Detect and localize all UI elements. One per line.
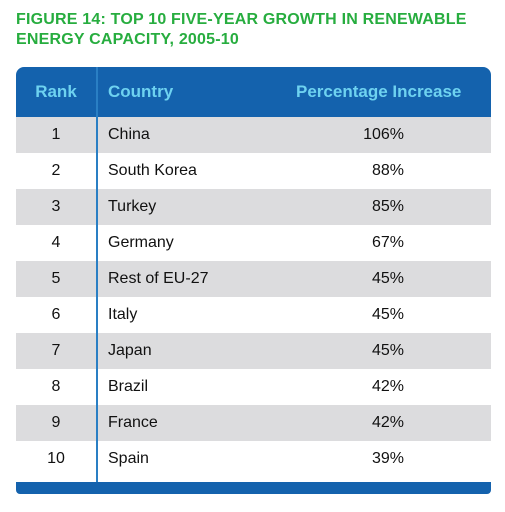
cell-percentage: 85% (371, 198, 404, 215)
cell-rank: 8 (51, 378, 61, 395)
cell-rank: 2 (51, 162, 61, 179)
cell-rank: 5 (51, 270, 61, 287)
cell-percentage: 39% (371, 450, 404, 467)
cell-country: France (108, 414, 158, 431)
table-row: 5 Rest of EU-27 45% (16, 261, 491, 297)
cell-percentage: 42% (371, 378, 404, 395)
cell-percentage: 106% (363, 126, 404, 143)
table-header: Rank Country Percentage Increase (16, 67, 491, 117)
header-rank: Rank (35, 82, 77, 101)
cell-country: Brazil (108, 378, 149, 395)
cell-country: Italy (108, 306, 138, 323)
cell-country: South Korea (108, 162, 197, 179)
cell-rank: 3 (51, 198, 61, 215)
table-footer-bar (16, 482, 491, 494)
cell-rank: 9 (51, 414, 61, 431)
cell-rank: 6 (51, 306, 61, 323)
growth-table: Rank Country Percentage Increase 1 China… (16, 67, 491, 494)
cell-country: Rest of EU-27 (108, 270, 209, 287)
cell-percentage: 45% (371, 342, 404, 359)
cell-country: Japan (108, 342, 152, 359)
cell-percentage: 42% (371, 414, 404, 431)
figure-title: FIGURE 14: TOP 10 FIVE-YEAR GROWTH IN RE… (16, 11, 467, 48)
table-row: 6 Italy 45% (16, 297, 491, 333)
cell-rank: 10 (47, 450, 65, 467)
table-row: 9 France 42% (16, 405, 491, 441)
cell-country: Spain (108, 450, 149, 467)
cell-rank: 7 (51, 342, 61, 359)
table-row: 10 Spain 39% (16, 441, 491, 477)
column-divider (96, 67, 98, 484)
cell-percentage: 45% (371, 270, 404, 287)
table-row: 4 Germany 67% (16, 225, 491, 261)
table-row: 2 South Korea 88% (16, 153, 491, 189)
cell-rank: 4 (51, 234, 61, 251)
table-row: 1 China 106% (16, 117, 491, 153)
header-percentage-increase: Percentage Increase (296, 82, 462, 101)
cell-country: Turkey (108, 198, 157, 215)
cell-country: Germany (108, 234, 174, 251)
header-country: Country (108, 82, 174, 101)
cell-percentage: 88% (371, 162, 404, 179)
cell-rank: 1 (51, 126, 61, 143)
table-row: 7 Japan 45% (16, 333, 491, 369)
table-row: 3 Turkey 85% (16, 189, 491, 225)
cell-percentage: 45% (371, 306, 404, 323)
table-row: 8 Brazil 42% (16, 369, 491, 405)
cell-percentage: 67% (371, 234, 404, 251)
cell-country: China (108, 126, 150, 143)
